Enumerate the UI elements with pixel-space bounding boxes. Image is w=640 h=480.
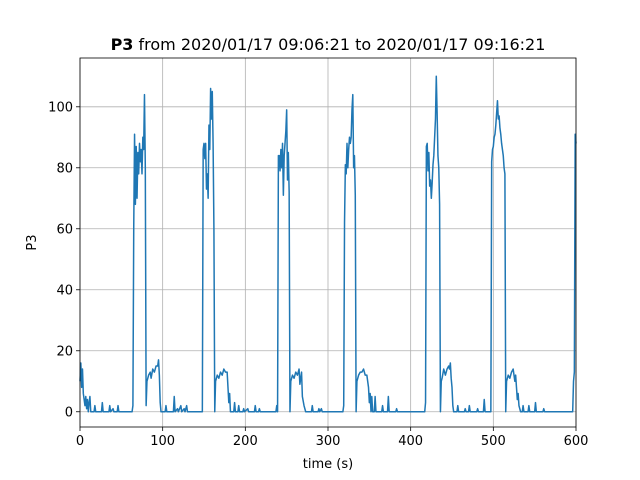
plot-frame bbox=[79, 57, 577, 428]
y-tick-label: 100 bbox=[48, 100, 73, 115]
x-tick-label: 200 bbox=[233, 434, 258, 449]
axis-ticks bbox=[76, 106, 577, 431]
x-tick-label: 100 bbox=[150, 434, 175, 449]
y-tick-label: 20 bbox=[56, 344, 73, 359]
y-tick-label: 60 bbox=[56, 222, 73, 237]
y-tick-label: 40 bbox=[56, 283, 73, 298]
y-tick-label: 0 bbox=[65, 405, 73, 420]
y-tick-label: 80 bbox=[56, 161, 73, 176]
chart-title-variable: P3 bbox=[111, 35, 134, 54]
x-axis-label: time (s) bbox=[303, 457, 353, 472]
y-axis-label: P3 bbox=[25, 234, 40, 250]
chart-title: P3 from 2020/01/17 09:06:21 to 2020/01/1… bbox=[111, 35, 546, 54]
series-line-p3 bbox=[79, 75, 577, 413]
x-tick-label: 300 bbox=[316, 434, 341, 449]
plot-series-group bbox=[79, 75, 577, 413]
x-tick-label: 500 bbox=[481, 434, 506, 449]
tick-labels: 0 100 200 300 400 500 600 0 20 40 60 80 100 bbox=[48, 100, 588, 449]
x-tick-label: 0 bbox=[76, 434, 84, 449]
x-tick-label: 600 bbox=[564, 434, 589, 449]
x-tick-label: 400 bbox=[398, 434, 423, 449]
chart-title-range: from 2020/01/17 09:06:21 to 2020/01/17 0… bbox=[133, 35, 545, 54]
